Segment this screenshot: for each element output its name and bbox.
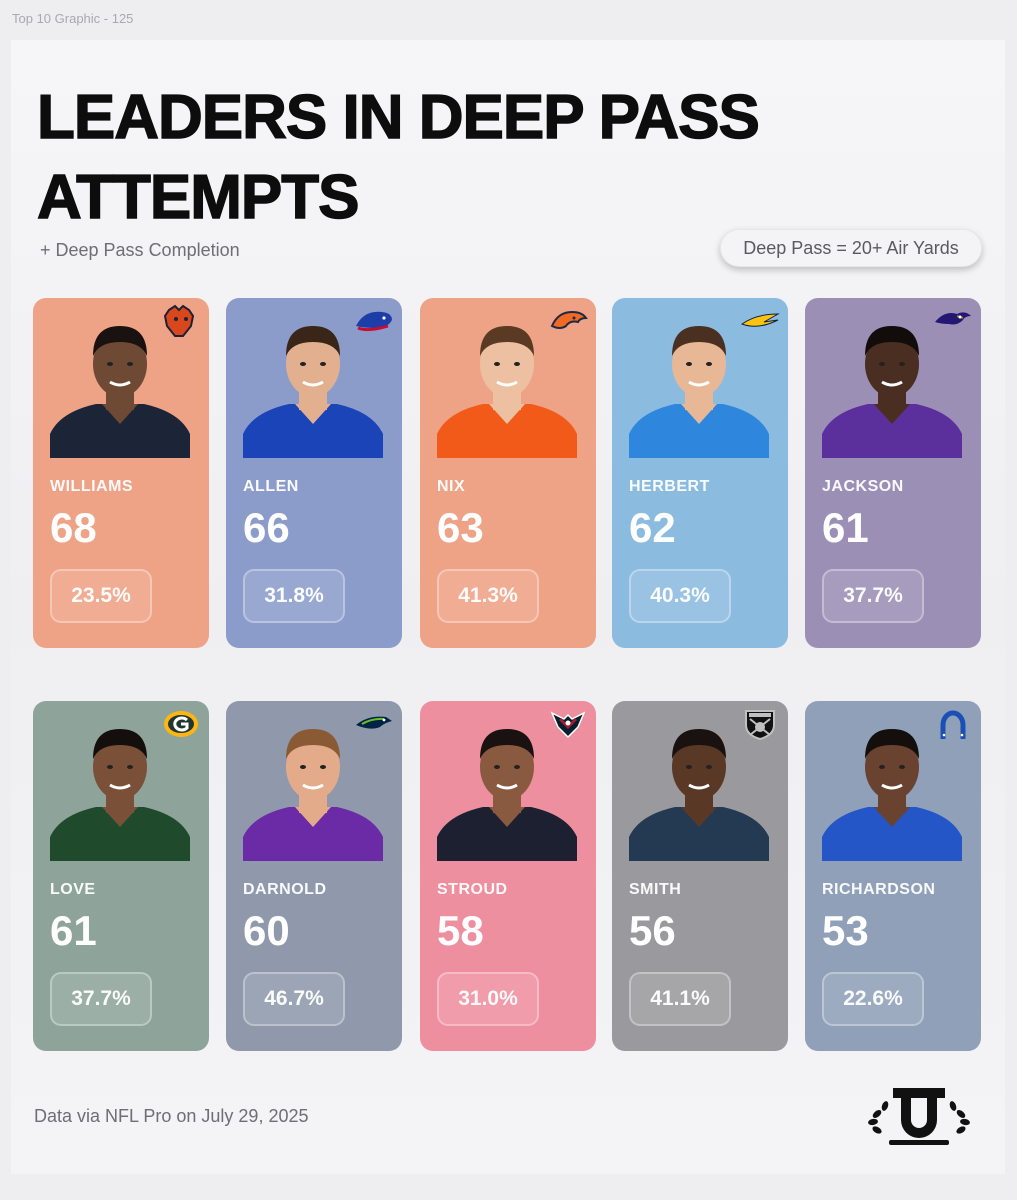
page-title: LEADERS IN DEEP PASS ATTEMPTS [36,82,760,232]
deep-pass-completion-badge: 41.1% [629,972,731,1026]
deep-pass-attempts: 61 [822,504,869,551]
player-name: WILLIAMS [50,478,134,495]
player-card: SMITH 56 41.1% [612,701,788,1051]
source-note: Data via NFL Pro on July 29, 2025 [34,1106,309,1126]
subtitle: + Deep Pass Completion [40,240,240,260]
player-name: JACKSON [822,478,904,495]
chargers-logo-icon [740,304,780,338]
player-name: DARNOLD [243,881,327,898]
deep-pass-completion-badge: 31.0% [437,972,539,1026]
deep-pass-attempts: 66 [243,504,290,551]
bears-logo-icon [161,304,201,338]
packers-logo-icon [161,707,201,741]
player-card: DARNOLD 60 46.7% [226,701,402,1051]
player-name: SMITH [629,881,682,898]
player-photo [822,312,962,458]
deep-pass-attempts: 63 [437,504,484,551]
deep-pass-attempts: 68 [50,504,97,551]
deep-pass-completion-badge: 37.7% [50,972,152,1026]
texans-logo-icon [548,707,588,741]
player-name: NIX [437,478,466,495]
deep-pass-attempts: 56 [629,907,676,954]
broncos-logo-icon [548,304,588,338]
player-photo [50,312,190,458]
deep-pass-completion-badge: 41.3% [437,569,539,623]
deep-pass-completion-badge: 40.3% [629,569,731,623]
player-card: LOVE 61 37.7% [33,701,209,1051]
graphic-canvas: LEADERS IN DEEP PASS ATTEMPTS + Deep Pas… [11,40,1005,1174]
player-photo [822,715,962,861]
deep-pass-completion-badge: 37.7% [822,569,924,623]
player-photo [50,715,190,861]
frame-label: Top 10 Graphic - 125 [12,11,134,26]
player-photo [243,312,383,458]
deep-pass-attempts: 61 [50,907,97,954]
player-name: RICHARDSON [822,881,936,898]
player-card: HERBERT 62 40.3% [612,298,788,648]
player-photo [629,715,769,861]
player-photo [437,715,577,861]
colts-logo-icon [933,707,973,741]
deep-pass-completion-badge: 46.7% [243,972,345,1026]
player-card: STROUD 58 31.0% [420,701,596,1051]
player-name: LOVE [50,881,96,898]
deep-pass-completion-badge: 23.5% [50,569,152,623]
player-photo [437,312,577,458]
deep-pass-attempts: 53 [822,907,869,954]
deep-pass-definition-badge: Deep Pass = 20+ Air Yards [720,229,982,267]
deep-pass-attempts: 60 [243,907,290,954]
player-photo [243,715,383,861]
deep-pass-attempts: 62 [629,504,676,551]
player-card: WILLIAMS 68 23.5% [33,298,209,648]
bills-logo-icon [354,304,394,338]
player-name: STROUD [437,881,508,898]
player-name: HERBERT [629,478,710,495]
player-card: RICHARDSON 53 22.6% [805,701,981,1051]
player-photo [629,312,769,458]
player-card: JACKSON 61 37.7% [805,298,981,648]
player-name: ALLEN [243,478,299,495]
brand-laurel-logo-icon [863,1084,975,1148]
player-card: NIX 63 41.3% [420,298,596,648]
deep-pass-attempts: 58 [437,907,484,954]
deep-pass-completion-badge: 31.8% [243,569,345,623]
player-card: ALLEN 66 31.8% [226,298,402,648]
deep-pass-completion-badge: 22.6% [822,972,924,1026]
raiders-logo-icon [740,707,780,741]
ravens-logo-icon [933,304,973,338]
seahawks-logo-icon [354,707,394,741]
